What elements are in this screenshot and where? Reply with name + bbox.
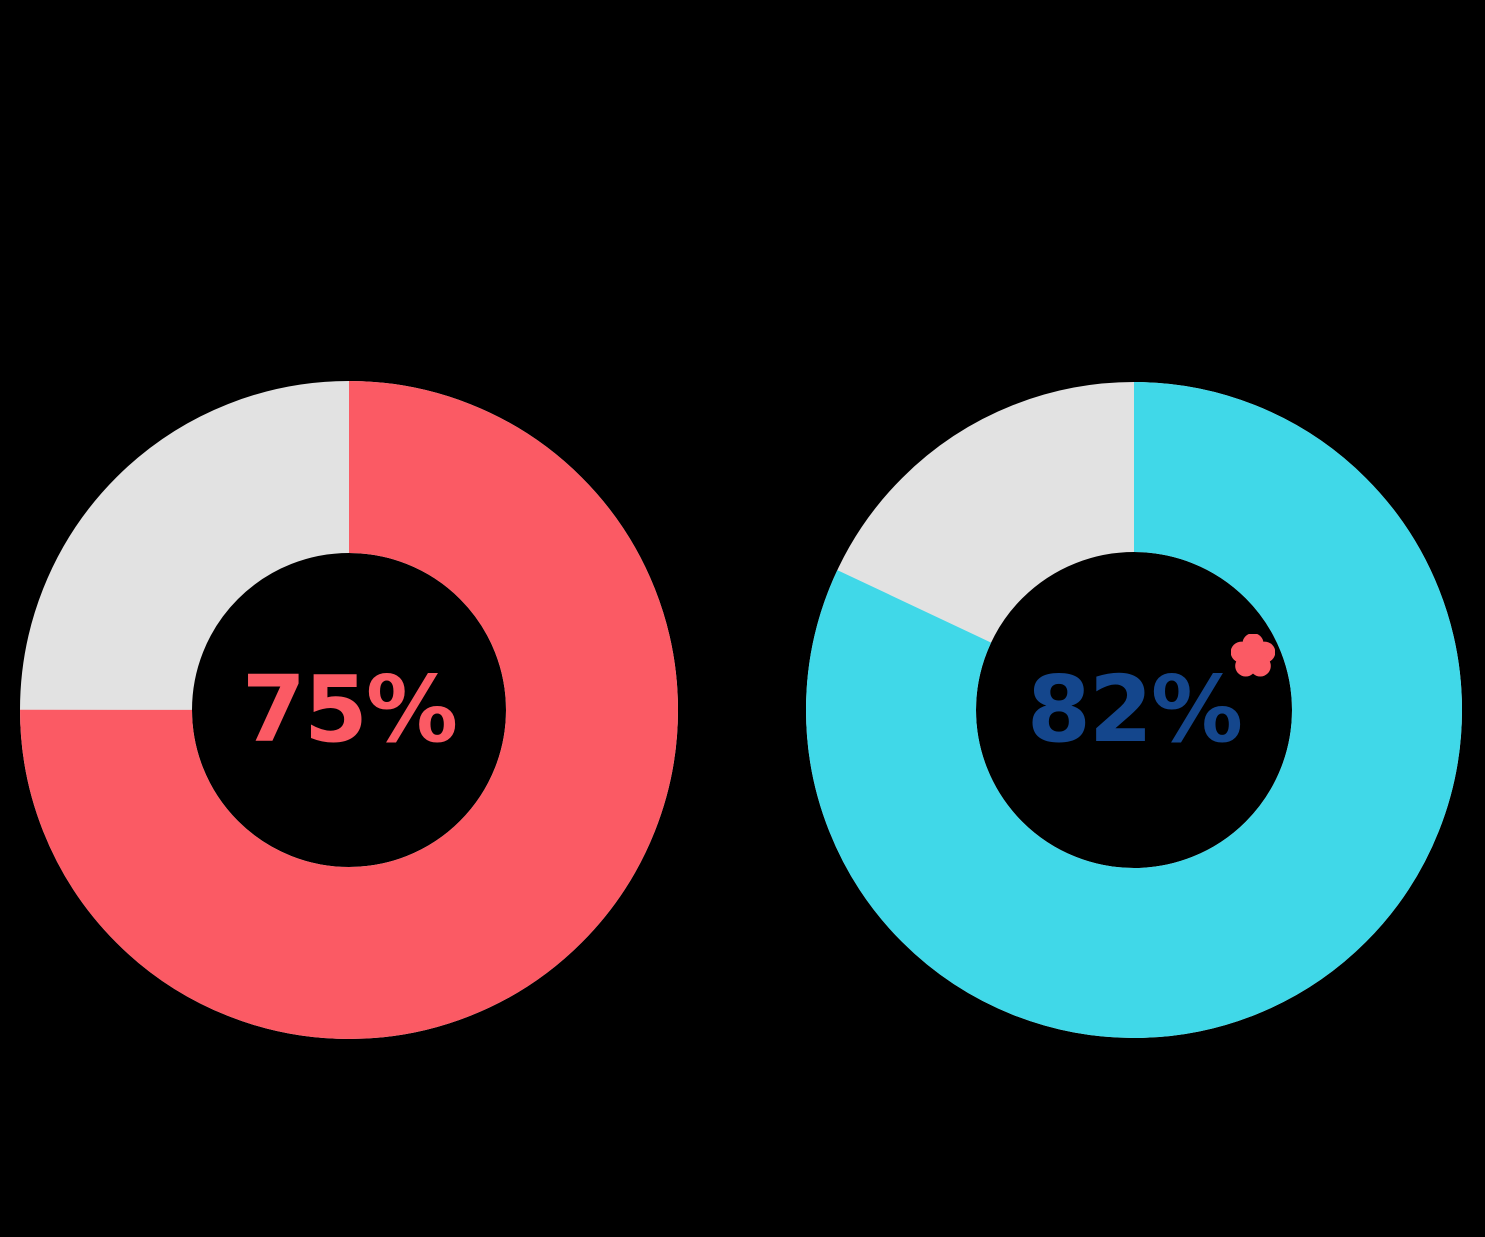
donut-value-arc-75 (20, 381, 678, 1039)
donut-value-arc-82 (806, 382, 1462, 1038)
